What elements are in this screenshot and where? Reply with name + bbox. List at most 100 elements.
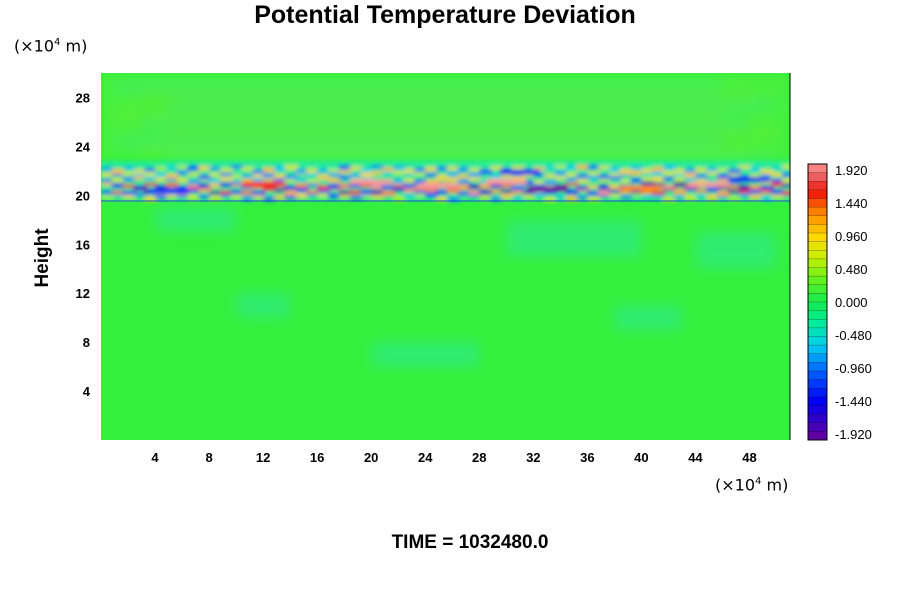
colorbar-swatch [808,224,827,234]
layer-cell [209,173,223,177]
layer-cell [663,170,677,176]
colorbar-swatch [808,319,827,329]
colorbar-label: -1.920 [835,427,872,442]
layer-cell [349,190,363,195]
layer-cell [198,194,212,199]
colorbar-label: -1.440 [835,394,872,409]
layer-cell [652,166,666,172]
layer-cell [241,196,255,201]
layer-cell [382,167,396,172]
layer-cell [760,172,774,177]
layer-cell [554,176,569,180]
layer-cell [263,196,277,201]
layer-cell [360,168,374,173]
layer-cell [457,174,471,179]
layer-cell [101,195,115,199]
layer-cell [673,189,687,195]
layer-cell [587,185,601,189]
layer-cell [284,177,298,183]
layer-cell [760,169,774,175]
x-tick-label: 8 [205,450,212,465]
chart-title: Potential Temperature Deviation [254,1,636,29]
layer-cell [695,194,709,199]
lower-variation-region [155,207,777,367]
layer-cell [176,165,190,169]
layer-cell [436,166,450,171]
layer-cell [684,186,698,191]
y-tick-label: 24 [76,139,91,154]
layer-cell [133,176,147,180]
layer-cell [533,184,547,189]
y-axis-unit: (×104 m) [14,36,88,56]
layer-cell [263,173,277,178]
layer-cell [155,166,169,171]
lower-patch [371,342,480,367]
layer-cell [490,196,504,202]
layer-cell [209,167,223,171]
layer-cell [155,185,169,189]
layer-cell [641,168,655,173]
layer-cell [500,173,515,179]
colorbar-label: 1.920 [835,163,868,178]
layer-cell [317,188,331,193]
layer-cell [338,165,352,170]
layer-cell [727,171,742,176]
layer-cell [187,194,201,200]
colorbar-swatch [808,327,827,337]
layer-cell [349,166,363,170]
lower-patch [155,207,237,233]
layer-cell [263,187,277,192]
layer-cell [565,195,579,201]
layer-cell [252,169,266,175]
perturbation-layer [101,161,790,202]
colorbar-swatch [808,353,827,363]
layer-cell [738,184,752,190]
plot-area [101,73,790,440]
layer-cell [111,172,125,177]
layer-cell [133,169,147,174]
layer-cell [641,181,655,186]
layer-cell [673,171,687,177]
layer-cell [695,167,709,172]
layer-cell [522,191,536,195]
layer-cell [295,178,309,182]
layer-cell [781,172,790,177]
layer-cell [392,178,406,184]
layer-cell [544,196,558,202]
layer-cell [533,180,547,185]
layer-peak [526,186,568,192]
colorbar-swatch [808,379,827,389]
x-tick-label: 36 [580,450,594,465]
layer-cell [165,173,180,179]
colorbar-swatch [808,336,827,346]
layer-cell [403,188,417,193]
layer-cell [327,169,342,173]
layer-cell [111,169,125,174]
layer-cell [144,176,158,181]
upper-wave-stripe [141,149,750,154]
layer-cell [479,179,493,184]
layer-cell [706,167,720,172]
layer-peak [350,179,392,185]
colorbar-swatch [808,345,827,355]
layer-cell [101,167,115,171]
layer-cell [273,188,288,193]
layer-cell [468,168,482,172]
layer-cell [554,165,569,169]
layer-cell [263,177,277,181]
layer-cell [273,166,288,171]
layer-cell [317,185,331,190]
layer-cell [122,191,136,195]
layer-cell [392,170,406,175]
layer-cell [522,173,536,177]
layer-cell [230,194,244,199]
layer-cell [760,189,774,194]
layer-cell [468,190,482,195]
layer-cell [176,178,190,183]
layer-cell [144,182,158,186]
layer-cell [771,178,785,183]
layer-cell [446,188,461,194]
layer-cell [619,169,633,174]
layer-cell [284,164,298,170]
